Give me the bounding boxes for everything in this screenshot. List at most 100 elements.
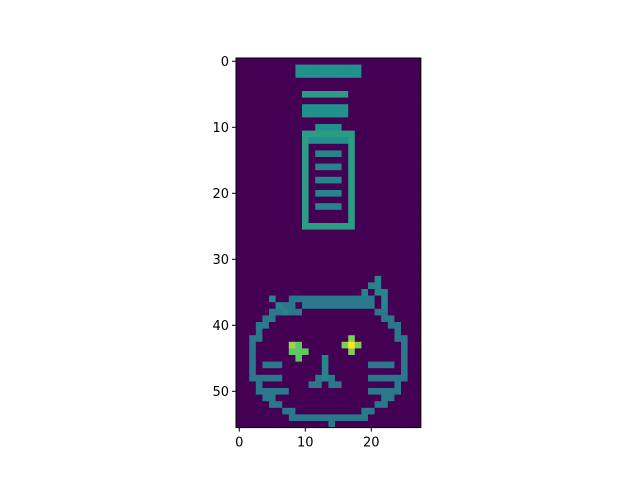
heatmap-cell	[315, 302, 323, 310]
heatmap-cell	[282, 130, 290, 138]
heatmap-cell	[414, 170, 422, 178]
heatmap-cell	[381, 295, 389, 303]
heatmap-cell	[315, 256, 323, 263]
heatmap-cell	[249, 117, 257, 125]
heatmap-cell	[255, 71, 263, 79]
heatmap-cell	[249, 289, 257, 296]
heatmap-cell	[335, 322, 342, 329]
heatmap-cell	[394, 223, 402, 230]
heatmap-cell	[255, 275, 263, 283]
heatmap-cell	[354, 209, 362, 217]
heatmap-cell	[335, 97, 342, 105]
heatmap-cell	[308, 262, 316, 270]
heatmap-cell	[315, 401, 323, 409]
heatmap-cell	[387, 150, 395, 158]
heatmap-cell	[374, 229, 382, 237]
heatmap-cell	[255, 361, 263, 369]
heatmap-cell	[315, 407, 323, 415]
heatmap-cell	[407, 302, 415, 310]
heatmap-cell	[414, 124, 422, 131]
heatmap-cell	[394, 229, 402, 237]
heatmap-cell	[236, 269, 243, 277]
heatmap-cell	[407, 308, 415, 316]
heatmap-cell	[302, 381, 309, 389]
heatmap-cell	[335, 143, 342, 151]
heatmap-cell	[295, 150, 303, 158]
heatmap-cell	[282, 394, 290, 402]
heatmap-cell	[354, 130, 362, 138]
heatmap-cell	[302, 223, 309, 230]
heatmap-cell	[295, 315, 303, 323]
heatmap-cell	[302, 249, 309, 257]
heatmap-cell	[374, 368, 382, 376]
heatmap-cell	[242, 216, 250, 224]
heatmap-cell	[295, 97, 303, 105]
heatmap-cell	[236, 163, 243, 171]
heatmap-cell	[321, 335, 329, 343]
heatmap-cell	[321, 77, 329, 85]
heatmap-cell	[308, 302, 316, 310]
heatmap-cell	[374, 355, 382, 362]
heatmap-cell	[302, 117, 309, 125]
heatmap-cell	[288, 381, 296, 389]
heatmap-cell	[321, 58, 329, 65]
heatmap-cell	[401, 315, 408, 323]
heatmap-cell	[381, 77, 389, 85]
heatmap-cell	[381, 137, 389, 145]
heatmap-cell	[394, 124, 402, 131]
heatmap-cell	[308, 64, 316, 72]
heatmap-cell	[321, 216, 329, 224]
heatmap-cell	[269, 355, 276, 362]
heatmap-cell	[315, 64, 323, 72]
heatmap-cell	[387, 216, 395, 224]
heatmap-cell	[255, 295, 263, 303]
heatmap-cell	[401, 361, 408, 369]
heatmap-cell	[407, 117, 415, 125]
heatmap-cell	[387, 315, 395, 323]
heatmap-cell	[368, 143, 375, 151]
heatmap-cell	[288, 414, 296, 422]
heatmap-cell	[328, 203, 336, 211]
heatmap-cell	[321, 117, 329, 125]
heatmap-cell	[381, 117, 389, 125]
heatmap-cell	[414, 84, 422, 92]
heatmap-cell	[269, 203, 276, 211]
heatmap-cell	[302, 163, 309, 171]
heatmap-cell	[275, 315, 283, 323]
heatmap-cell	[328, 137, 336, 145]
heatmap-cell	[381, 190, 389, 197]
heatmap-cell	[236, 223, 243, 230]
heatmap-cell	[387, 203, 395, 211]
heatmap-cell	[295, 209, 303, 217]
heatmap-cell	[407, 176, 415, 184]
heatmap-cell	[387, 104, 395, 112]
heatmap-cell	[374, 150, 382, 158]
heatmap-cell	[308, 150, 316, 158]
heatmap-cell	[341, 124, 349, 131]
heatmap-cell	[387, 322, 395, 329]
heatmap-cell	[374, 421, 382, 428]
heatmap-cell	[295, 229, 303, 237]
heatmap-cell	[275, 269, 283, 277]
heatmap-cell	[374, 110, 382, 118]
heatmap-cell	[374, 308, 382, 316]
heatmap-cell	[368, 355, 375, 362]
heatmap-cell	[236, 209, 243, 217]
heatmap-cell	[242, 223, 250, 230]
heatmap-cell	[328, 374, 336, 382]
heatmap-cell	[308, 328, 316, 336]
heatmap-cell	[242, 394, 250, 402]
heatmap-cell	[255, 308, 263, 316]
heatmap-cell	[368, 275, 375, 283]
heatmap-cell	[269, 71, 276, 79]
heatmap-cell	[282, 183, 290, 191]
heatmap-cell	[401, 176, 408, 184]
y-tick-label: 30	[212, 253, 229, 268]
heatmap-cell	[387, 407, 395, 415]
heatmap-cell	[361, 130, 369, 138]
heatmap-cell	[361, 322, 369, 329]
heatmap-cell	[302, 328, 309, 336]
heatmap-cell	[315, 124, 323, 131]
heatmap-cell	[354, 110, 362, 118]
